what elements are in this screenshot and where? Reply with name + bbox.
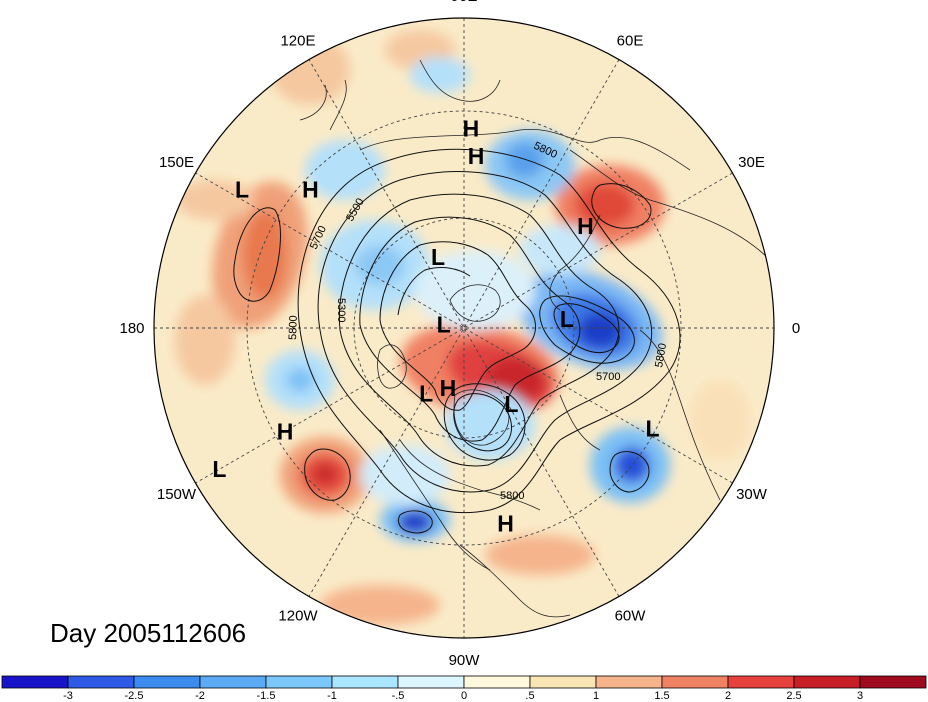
low-pressure-marker: L [419,381,433,407]
colorbar-swatch [397,675,465,689]
longitude-label: 90E [451,0,478,5]
colorbar-tick-label: 3 [857,690,863,702]
colorbar-tick-label: 0 [461,690,467,702]
colorbar-swatch [595,675,663,689]
longitude-label: 0 [792,320,800,337]
high-pressure-marker: H [302,177,319,203]
longitude-label: 180 [119,320,144,337]
longitude-label: 60W [615,608,647,625]
contour-label: 5300 [335,298,347,322]
colorbar-swatch [67,675,135,689]
colorbar-swatch [199,675,267,689]
longitude-label: 150E [159,154,194,171]
colorbar-tick-label: -.5 [392,690,405,702]
high-pressure-marker: H [577,213,594,239]
colorbar-tick-label: 1 [593,690,599,702]
high-pressure-marker: H [277,418,294,444]
height-contours [233,148,681,534]
contour-label: 5800 [500,490,524,502]
contour-label: 5800 [287,315,300,340]
colorbar-swatch [331,675,399,689]
longitude-label: 120E [280,32,315,49]
longitude-labels: 90E 60E 30E 0 30W 60W 90W 120W 150W 180 150E 120E [119,0,800,669]
colorbar-tick-label: -1.5 [257,690,276,702]
low-pressure-marker: L [212,456,226,482]
low-pressure-marker: L [560,306,574,332]
longitude-label: 30W [736,486,768,503]
colorbar-swatch [727,675,795,689]
colorbar-swatch [661,675,729,689]
colorbar-swatch [463,675,531,689]
colorbar-tick-label: 1.5 [654,690,669,702]
low-pressure-marker: L [504,391,518,417]
colorbar-tick-label: -2 [195,690,205,702]
colorbar-tick-label: 2 [725,690,731,702]
coastlines [299,59,771,618]
map-border [153,17,775,639]
colorbar-tick-label: -1 [327,690,337,702]
low-pressure-marker: L [235,176,249,202]
contour-label: 5800 [653,342,669,368]
longitude-label: 120W [278,608,318,625]
colorbar-swatch [133,675,201,689]
colorbar-boxes [1,675,927,689]
colorbar-tick-label: 2.5 [786,690,801,702]
longitude-label: 150W [157,486,197,503]
colorbar-swatch [859,675,927,689]
high-pressure-marker: H [468,143,485,169]
high-pressure-marker: H [463,115,480,141]
longitude-label: 60E [617,32,644,49]
colorbar-swatch [265,675,333,689]
high-pressure-marker: H [440,375,457,401]
low-pressure-marker: L [646,415,660,441]
colorbar-swatch [1,675,69,689]
colorbar-tick-label: -3 [63,690,73,702]
colorbar-tick-label: .5 [525,690,534,702]
low-pressure-marker: L [437,311,451,337]
colorbar-swatch [529,675,597,689]
anomaly-field [154,18,774,638]
high-pressure-marker: H [497,510,514,536]
day-label: Day 2005112606 [50,618,247,648]
low-pressure-marker: L [431,244,445,270]
longitude-label: 30E [738,154,765,171]
contour-label: 5700 [596,371,620,383]
colorbar-ticks: -3 -2.5 -2 -1.5 -1 -.5 0 .5 1 1.5 2 2.5 3 [63,690,863,702]
colorbar-tick-label: -2.5 [125,690,144,702]
longitude-label: 90W [449,652,481,669]
colorbar-swatch [793,675,861,689]
